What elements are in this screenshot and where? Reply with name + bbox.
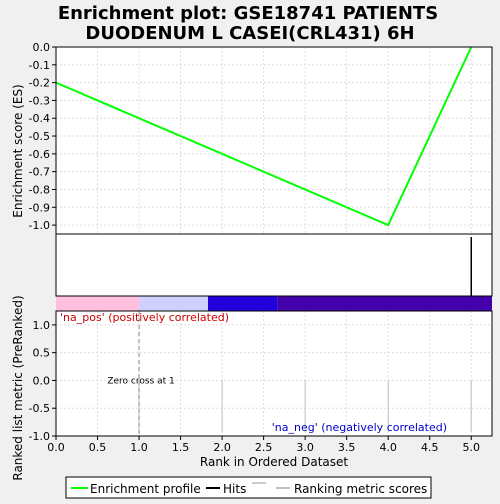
- hits-panel-background: [56, 234, 492, 296]
- color-bar-segment-3: [277, 296, 492, 311]
- legend-enrichment-profile-label: Enrichment profile: [90, 482, 201, 496]
- color-bar-segment-2: [207, 296, 278, 311]
- rank-color-bar: [56, 296, 492, 311]
- x-tick-label-8: 4.0: [379, 441, 397, 454]
- x-axis-label: Rank in Ordered Dataset: [200, 455, 348, 469]
- x-tick-label-10: 5.0: [462, 441, 480, 454]
- rank-y-tick-label-3: -0.5: [29, 402, 50, 415]
- zero-cross-label: Zero cross at 1: [107, 376, 174, 386]
- x-tick-label-9: 4.5: [421, 441, 439, 454]
- x-ticks: 0.0 0.5 1.0 1.5 2.0 2.5 3.0 3.5 4.0 4.5 5.0: [47, 436, 480, 454]
- es-y-tick-label-3: -0.3: [29, 94, 50, 107]
- es-y-tick-label-0: 0.0: [33, 41, 51, 54]
- rank-panel-background: [56, 311, 492, 436]
- rank-y-ticks: 1.0 0.5 0.0 -0.5 -1.0: [29, 319, 56, 443]
- es-y-axis-label: Enrichment score (ES): [11, 84, 25, 217]
- es-y-tick-label-1: -0.1: [29, 59, 50, 72]
- x-tick-label-6: 3.0: [296, 441, 314, 454]
- es-panel-background: [56, 47, 492, 234]
- x-tick-label-5: 2.5: [255, 441, 273, 454]
- es-y-tick-label-5: -0.5: [29, 130, 50, 143]
- rank-y-tick-label-0: 1.0: [33, 319, 51, 332]
- es-y-ticks: 0.0 -0.1 -0.2 -0.3 -0.4 -0.5 -0.6 -0.7 -0.8 -0.9 -…: [29, 41, 56, 232]
- x-tick-label-7: 3.5: [338, 441, 356, 454]
- x-tick-label-1: 0.5: [89, 441, 107, 454]
- x-tick-label-0: 0.0: [47, 441, 65, 454]
- es-y-tick-label-8: -0.8: [29, 183, 50, 196]
- es-y-tick-label-10: -1.0: [29, 219, 50, 232]
- es-y-tick-label-9: -0.9: [29, 201, 50, 214]
- hits-panel-frame: [55, 233, 493, 297]
- rank-y-axis-label: Ranked list metric (PreRanked): [11, 295, 25, 480]
- x-tick-label-3: 1.5: [172, 441, 190, 454]
- es-y-tick-label-7: -0.7: [29, 166, 50, 179]
- legend-ranking-metric-label: Ranking metric scores: [294, 482, 427, 496]
- es-y-tick-label-2: -0.2: [29, 77, 50, 90]
- negative-correlation-label: 'na_neg' (negatively correlated): [272, 421, 447, 434]
- es-grid: [55, 46, 492, 234]
- legend-hits-label: Hits: [223, 482, 246, 496]
- x-tick-label-2: 1.0: [130, 441, 148, 454]
- rank-y-tick-label-1: 0.5: [33, 347, 51, 360]
- enrichment-profile-line: [55, 46, 473, 227]
- legend-box: [65, 476, 432, 499]
- es-y-tick-label-6: -0.6: [29, 148, 50, 161]
- rank-panel-frame: [55, 310, 493, 437]
- positive-correlation-label: 'na_pos' (positively correlated): [60, 311, 229, 324]
- es-y-tick-label-4: -0.4: [29, 112, 50, 125]
- chart-title-line1: Enrichment plot: GSE18741 PATIENTS: [58, 3, 438, 24]
- chart-title-line2: DUODENUM L CASEI(CRL431) 6H: [85, 23, 414, 44]
- x-tick-label-4: 2.0: [213, 441, 231, 454]
- rank-y-tick-label-4: -1.0: [29, 430, 50, 443]
- color-bar-segment-1: [139, 296, 208, 311]
- rank-y-tick-label-2: 0.0: [33, 374, 51, 387]
- color-bar-segment-0: [56, 296, 140, 311]
- legend: Enrichment profile Hits Ranking metric s…: [65, 476, 432, 499]
